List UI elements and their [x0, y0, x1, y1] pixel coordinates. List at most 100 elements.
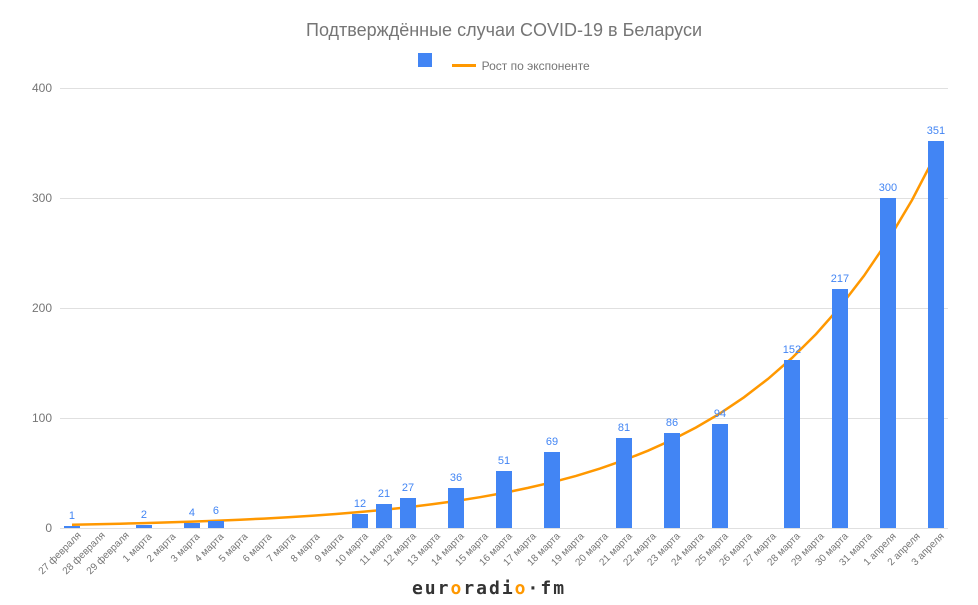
y-tick: 100 — [32, 411, 52, 425]
x-slot: 1 апреля — [876, 528, 900, 533]
y-tick: 0 — [45, 521, 52, 535]
x-slot: 20 марта — [588, 528, 612, 533]
bar-value-label: 152 — [783, 344, 801, 356]
bar: 21 — [376, 504, 393, 527]
bar-slot: 36 — [444, 88, 468, 528]
legend-line: Рост по экспоненте — [452, 59, 590, 73]
bar-slot: 21 — [372, 88, 396, 528]
bar-value-label: 21 — [378, 488, 390, 500]
bar-slot — [636, 88, 660, 528]
y-tick: 200 — [32, 301, 52, 315]
bar: 152 — [784, 360, 801, 527]
x-slot: 21 марта — [612, 528, 636, 533]
bar-value-label: 1 — [69, 510, 75, 522]
x-slot: 30 марта — [828, 528, 852, 533]
bar-slot — [588, 88, 612, 528]
bar-slot: 27 — [396, 88, 420, 528]
bar: 351 — [928, 141, 945, 527]
bar-value-label: 94 — [714, 408, 726, 420]
x-slot: 17 марта — [516, 528, 540, 533]
bar-slot — [324, 88, 348, 528]
y-tick: 300 — [32, 191, 52, 205]
bar-value-label: 81 — [618, 422, 630, 434]
x-slot: 6 марта — [252, 528, 276, 533]
legend-bar — [418, 53, 432, 67]
x-slot: 3 марта — [180, 528, 204, 533]
bar-slot: 217 — [828, 88, 852, 528]
bar-slot — [468, 88, 492, 528]
bar-slot: 351 — [924, 88, 948, 528]
bar-slot: 1 — [60, 88, 84, 528]
chart-container: Подтверждённые случаи COVID-19 в Беларус… — [0, 0, 978, 605]
x-slot: 23 марта — [660, 528, 684, 533]
bar-slot — [852, 88, 876, 528]
chart-title: Подтверждённые случаи COVID-19 в Беларус… — [60, 20, 948, 41]
x-slot: 8 марта — [300, 528, 324, 533]
x-slot: 10 марта — [348, 528, 372, 533]
bar: 12 — [352, 514, 369, 527]
x-slot: 27 марта — [756, 528, 780, 533]
bar-value-label: 300 — [879, 182, 897, 194]
bar: 81 — [616, 438, 633, 527]
bar-slot — [84, 88, 108, 528]
bar: 6 — [208, 521, 225, 528]
x-slot: 9 марта — [324, 528, 348, 533]
x-slot: 4 марта — [204, 528, 228, 533]
legend-line-label: Рост по экспоненте — [482, 59, 590, 73]
bar-value-label: 27 — [402, 482, 414, 494]
bar-slot — [300, 88, 324, 528]
x-slot: 2 апреля — [900, 528, 924, 533]
bar-slot — [804, 88, 828, 528]
bar-slot — [516, 88, 540, 528]
bar-slot: 152 — [780, 88, 804, 528]
bar-value-label: 86 — [666, 417, 678, 429]
bar: 51 — [496, 471, 513, 527]
plot-area: 0100200300400 12461221273651698186941522… — [60, 88, 948, 528]
bar-slot: 4 — [180, 88, 204, 528]
x-slot: 19 марта — [564, 528, 588, 533]
x-slot: 26 марта — [732, 528, 756, 533]
bar: 36 — [448, 488, 465, 528]
x-slot: 16 марта — [492, 528, 516, 533]
bar-slot: 300 — [876, 88, 900, 528]
x-slot: 28 февраля — [84, 528, 108, 533]
x-slot: 11 марта — [372, 528, 396, 533]
bar: 217 — [832, 289, 849, 528]
bar: 300 — [880, 198, 897, 528]
x-slot: 13 марта — [420, 528, 444, 533]
x-slot: 15 марта — [468, 528, 492, 533]
bar-value-label: 2 — [141, 509, 147, 521]
bar-slot — [228, 88, 252, 528]
bar-slot — [156, 88, 180, 528]
x-slot: 29 марта — [804, 528, 828, 533]
bar: 94 — [712, 424, 729, 527]
x-slot: 18 марта — [540, 528, 564, 533]
bar-slot — [732, 88, 756, 528]
x-slot: 29 февраля — [108, 528, 132, 533]
bar-slot — [420, 88, 444, 528]
watermark: euroradio·fm — [412, 578, 566, 599]
x-slot: 12 марта — [396, 528, 420, 533]
bar-slot — [108, 88, 132, 528]
bar-value-label: 36 — [450, 472, 462, 484]
x-slot: 7 марта — [276, 528, 300, 533]
y-axis: 0100200300400 — [20, 88, 60, 528]
x-slot: 2 марта — [156, 528, 180, 533]
bar-slot — [276, 88, 300, 528]
bar-value-label: 217 — [831, 273, 849, 285]
x-slot: 14 марта — [444, 528, 468, 533]
bar-value-label: 6 — [213, 505, 219, 517]
bar-slot: 94 — [708, 88, 732, 528]
bar-slot: 6 — [204, 88, 228, 528]
bar-slot — [252, 88, 276, 528]
bar-slot — [684, 88, 708, 528]
legend: Рост по экспоненте — [60, 53, 948, 73]
x-slot: 24 марта — [684, 528, 708, 533]
bar-slot: 2 — [132, 88, 156, 528]
bar-slot: 51 — [492, 88, 516, 528]
bar: 69 — [544, 452, 561, 528]
x-slot: 3 апреля — [924, 528, 948, 533]
x-slot: 25 марта — [708, 528, 732, 533]
x-slot: 27 февраля — [60, 528, 84, 533]
bar-slot — [564, 88, 588, 528]
